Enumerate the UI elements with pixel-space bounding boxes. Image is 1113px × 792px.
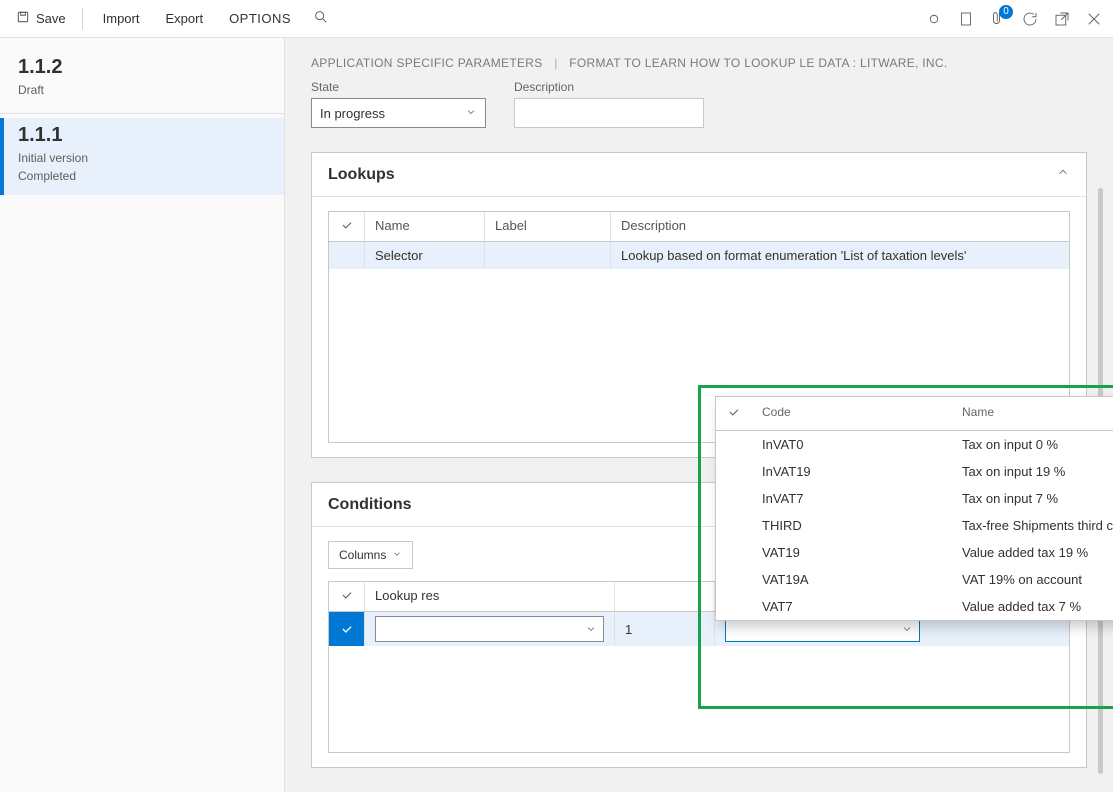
attachments-icon[interactable]: 0 [989,10,1007,28]
version-title: 1.1.1 [18,124,266,147]
description-input[interactable] [514,98,704,128]
import-button[interactable]: Import [93,7,150,30]
office-icon[interactable] [957,10,975,28]
description-label: Description [514,80,704,94]
dropdown-item[interactable]: InVAT0Tax on input 0 % [716,431,1113,458]
dropdown-item[interactable]: VAT19AVAT 19% on account [716,566,1113,593]
cell-name: Selector [365,242,485,269]
dropdown-item-name: VAT 19% on account [962,572,1113,587]
version-title: 1.1.2 [18,56,266,79]
version-sidebar: 1.1.2 Draft 1.1.1 Initial versionCompleted [0,38,285,792]
save-button[interactable]: Save [10,6,72,31]
popout-icon[interactable] [1053,10,1071,28]
close-icon[interactable] [1085,10,1103,28]
dropdown-item[interactable]: VAT19Value added tax 19 % [716,539,1113,566]
attachments-badge: 0 [999,5,1013,19]
collapse-icon[interactable] [1056,165,1070,184]
dd-col-code[interactable]: Code [752,397,952,430]
state-select[interactable]: In progress [311,98,486,128]
chevron-down-icon [392,548,402,562]
lookups-title: Lookups [328,166,395,184]
cond-lookup-dropdown[interactable] [375,616,604,642]
lookups-row[interactable]: Selector Lookup based on format enumerati… [329,242,1069,269]
cell-description: Lookup based on format enumeration 'List… [611,242,1069,269]
breadcrumb-part2: FORMAT TO LEARN HOW TO LOOKUP LE DATA : … [569,56,947,70]
top-toolbar: Save Import Export OPTIONS 0 [0,0,1113,38]
options-button[interactable]: OPTIONS [219,7,301,30]
lookups-col-label[interactable]: Label [485,212,611,241]
dropdown-item-code: VAT19A [762,572,962,587]
lookups-col-description[interactable]: Description [611,212,1069,241]
dd-col-name[interactable]: Name [952,397,1113,430]
version-item[interactable]: 1.1.1 Initial versionCompleted [0,118,284,195]
dropdown-item-name: Value added tax 19 % [962,545,1113,560]
dropdown-item-code: VAT19 [762,545,962,560]
dd-select-col[interactable] [716,397,752,430]
version-sub1: Draft [18,81,266,99]
version-sub2: Completed [18,167,266,185]
dropdown-item-code: THIRD [762,518,962,533]
main-content: APPLICATION SPECIFIC PARAMETERS | FORMAT… [285,38,1113,792]
dropdown-item[interactable]: VAT7Value added tax 7 % [716,593,1113,620]
divider [0,113,284,114]
breadcrumb: APPLICATION SPECIFIC PARAMETERS | FORMAT… [311,38,1087,80]
dropdown-item[interactable]: InVAT19Tax on input 19 % [716,458,1113,485]
refresh-icon[interactable] [1021,10,1039,28]
dropdown-item-code: InVAT7 [762,491,962,506]
breadcrumb-part1: APPLICATION SPECIFIC PARAMETERS [311,56,543,70]
version-item[interactable]: 1.1.2 Draft [0,50,284,109]
separator [82,8,83,30]
dropdown-item-code: VAT7 [762,599,962,614]
cell-label [485,242,611,269]
version-sub1: Initial version [18,149,266,167]
columns-label: Columns [339,548,386,562]
dropdown-item-name: Tax on input 19 % [962,464,1113,479]
link-icon[interactable] [925,10,943,28]
breadcrumb-sep: | [554,56,557,70]
columns-button[interactable]: Columns [328,541,413,569]
dropdown-item-code: InVAT19 [762,464,962,479]
dropdown-item[interactable]: THIRDTax-free Shipments third ctry [716,512,1113,539]
save-icon [16,10,30,27]
dropdown-item-code: InVAT0 [762,437,962,452]
row-check[interactable] [329,242,365,269]
cond-value-cell[interactable]: 1 [615,612,715,646]
state-label: State [311,80,486,94]
conditions-title: Conditions [328,496,412,514]
save-label: Save [36,11,66,26]
state-value: In progress [320,106,385,121]
cond-col-2[interactable] [615,582,715,611]
dropdown-item-name: Tax-free Shipments third ctry [962,518,1113,533]
dropdown-item-name: Value added tax 7 % [962,599,1113,614]
export-button[interactable]: Export [155,7,213,30]
code-dropdown-list[interactable]: Code Name InVAT0Tax on input 0 %InVAT19T… [715,396,1113,621]
dropdown-item-name: Tax on input 0 % [962,437,1113,452]
cond-select-col[interactable] [329,582,365,611]
dropdown-item-name: Tax on input 7 % [962,491,1113,506]
cond-row-check[interactable] [329,612,365,646]
search-button[interactable] [307,5,335,32]
lookups-col-name[interactable]: Name [365,212,485,241]
dropdown-item[interactable]: InVAT7Tax on input 7 % [716,485,1113,512]
cond-col-lookup[interactable]: Lookup res [365,582,615,611]
lookups-select-col[interactable] [329,212,365,241]
chevron-down-icon [465,106,477,121]
